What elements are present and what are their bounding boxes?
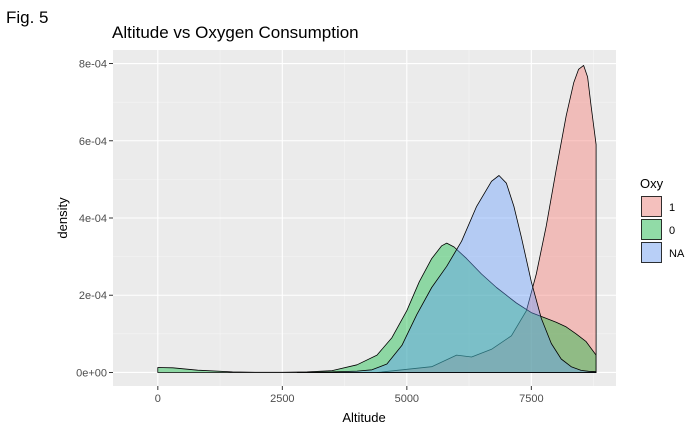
legend-swatch-na — [641, 242, 662, 263]
legend-key-na — [641, 242, 662, 263]
major-gridlines — [113, 50, 616, 386]
x-tick-label: 2500 — [270, 393, 294, 405]
y-axis-title: density — [55, 197, 70, 239]
y-tick-label: 6e-04 — [79, 136, 107, 148]
y-tick-label: 8e-04 — [79, 59, 107, 71]
legend: Oxy 1 0 NA — [640, 176, 685, 263]
legend-label-na: NA — [669, 248, 685, 260]
y-tick-label: 2e-04 — [79, 290, 107, 302]
legend-swatch-0 — [641, 219, 662, 240]
x-tick-label: 7500 — [519, 393, 543, 405]
density-area-na — [296, 175, 597, 373]
figure-label: Fig. 5 — [6, 8, 49, 27]
legend-label-1: 1 — [669, 202, 675, 214]
legend-label-0: 0 — [669, 225, 675, 237]
x-axis: 0 2500 5000 7500 — [155, 386, 544, 405]
density-area-1 — [376, 65, 597, 373]
x-tick-label: 5000 — [395, 393, 419, 405]
legend-key-1 — [641, 196, 662, 217]
legend-swatch-1 — [641, 196, 662, 217]
legend-key-0 — [641, 219, 662, 240]
y-axis: 0e+00 2e-04 4e-04 6e-04 8e-04 — [76, 59, 113, 379]
x-tick-label: 0 — [155, 393, 161, 405]
y-tick-label: 0e+00 — [76, 367, 107, 379]
y-tick-label: 4e-04 — [79, 213, 107, 225]
chart-title: Altitude vs Oxygen Consumption — [112, 23, 359, 42]
density-areas — [157, 65, 597, 373]
density-area-0 — [157, 242, 597, 373]
x-axis-title: Altitude — [342, 410, 385, 425]
legend-title: Oxy — [640, 176, 664, 191]
